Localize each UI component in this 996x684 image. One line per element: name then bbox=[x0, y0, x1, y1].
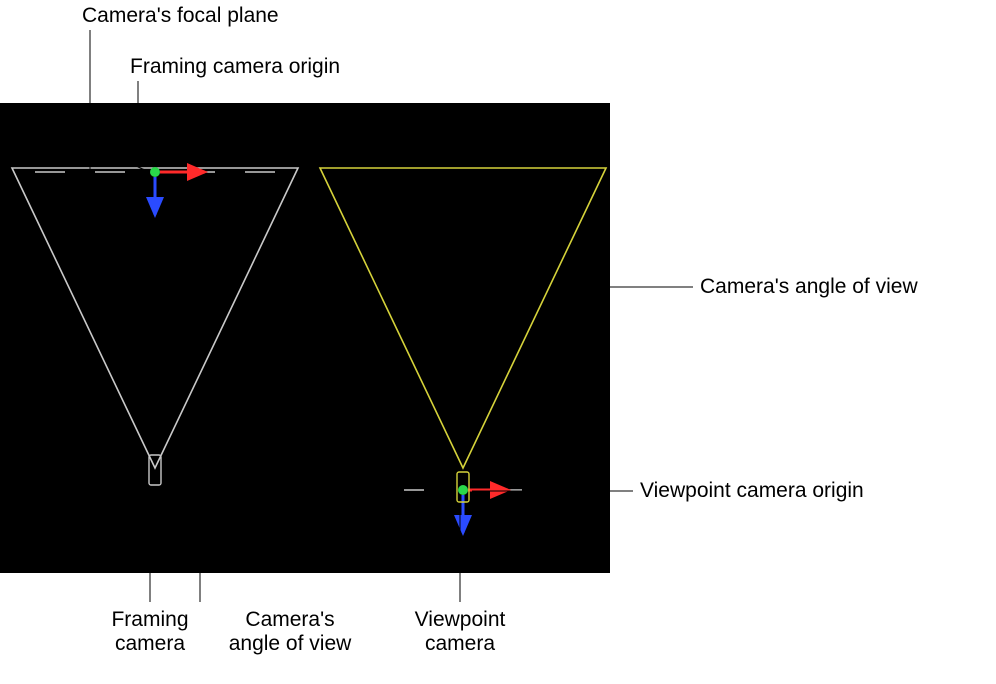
label-aov-right: Camera's angle of view bbox=[700, 275, 918, 299]
label-aov-bottom: Camera's angle of view bbox=[229, 608, 352, 656]
framing-origin-dot bbox=[150, 167, 160, 177]
label-focal-plane: Camera's focal plane bbox=[82, 4, 279, 28]
label-vp-origin: Viewpoint camera origin bbox=[640, 479, 864, 503]
label-framing-origin: Framing camera origin bbox=[130, 55, 340, 79]
viewpoint-origin-dot bbox=[458, 485, 468, 495]
viewport-bg bbox=[0, 103, 610, 573]
label-framing-cam: Framing camera bbox=[111, 608, 188, 656]
figure-root: Camera's focal plane Framing camera orig… bbox=[0, 0, 996, 684]
diagram-svg bbox=[0, 0, 996, 684]
label-viewpoint-cam: Viewpoint camera bbox=[415, 608, 506, 656]
